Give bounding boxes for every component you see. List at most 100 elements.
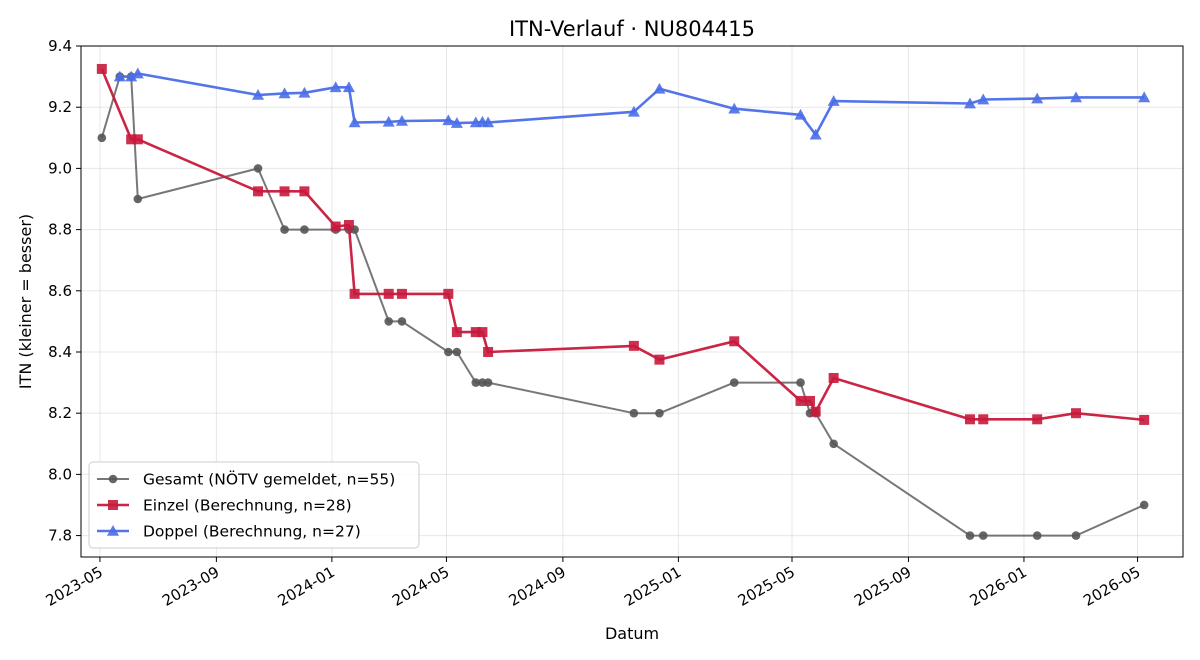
data-point (452, 347, 462, 357)
data-point (125, 70, 138, 82)
y-axis-title: ITN (kleiner = besser) (16, 214, 35, 389)
data-point (828, 372, 839, 383)
data-point (471, 378, 481, 387)
legend-label: Gesamt (NÖTV gemeldet, n=55) (143, 470, 395, 489)
data-point (280, 225, 289, 234)
data-point (348, 116, 361, 128)
data-point (299, 186, 310, 197)
data-point (1032, 531, 1042, 540)
data-point (1139, 414, 1150, 425)
data-point (964, 414, 975, 425)
data-point (382, 115, 395, 127)
legend: Gesamt (NÖTV gemeldet, n=55) Einzel (Bere… (88, 461, 420, 549)
data-point (809, 128, 822, 140)
y-tick-label: 9.2 (48, 98, 72, 116)
data-point (395, 114, 408, 126)
data-point (477, 327, 488, 338)
data-point (655, 408, 664, 418)
legend-marker (108, 474, 118, 484)
data-point (804, 395, 815, 406)
plot-frame (80, 45, 1184, 558)
data-point (795, 395, 806, 406)
legend-label: Einzel (Berechnung, n=28) (143, 497, 352, 515)
chart-title: ITN-Verlauf · NU804415 (509, 17, 755, 41)
data-point (442, 114, 455, 126)
data-point (827, 95, 840, 106)
data-point (1032, 414, 1043, 425)
data-point (629, 408, 639, 418)
data-point (451, 327, 462, 338)
data-point (397, 317, 407, 326)
data-point (396, 288, 407, 299)
data-point (978, 531, 988, 540)
data-point (298, 86, 311, 98)
data-point (300, 225, 309, 234)
data-point (253, 164, 263, 173)
data-point (963, 97, 976, 109)
data-point (349, 288, 360, 299)
data-point (470, 327, 481, 338)
series-circle (97, 72, 1149, 540)
data-point (383, 288, 394, 299)
data-point (253, 186, 264, 197)
data-point (627, 105, 640, 117)
data-point (278, 87, 291, 99)
data-point (1071, 408, 1082, 419)
data-point (483, 346, 494, 357)
y-tick-label: 8.8 (48, 221, 72, 239)
data-point (729, 336, 740, 347)
data-point (252, 88, 265, 100)
y-tick-label: 8.6 (48, 282, 72, 300)
y-tick-label: 8.0 (48, 465, 72, 483)
data-point (113, 70, 126, 82)
data-point (1070, 91, 1083, 103)
legend-marker (107, 525, 119, 536)
data-point (977, 93, 990, 105)
data-point (1031, 92, 1044, 104)
data-point (450, 117, 463, 128)
data-point (796, 378, 805, 387)
data-point (1071, 531, 1081, 540)
data-point (978, 414, 989, 425)
legend-label: Doppel (Berechnung, n=27) (143, 523, 361, 541)
series-square (96, 63, 1150, 425)
data-point (482, 116, 495, 128)
data-point (131, 67, 144, 79)
data-point (728, 102, 741, 114)
data-point (654, 354, 665, 365)
y-tick-label: 8.4 (48, 343, 72, 361)
data-point (132, 134, 143, 145)
legend-marker (108, 500, 118, 510)
y-tick-label: 9.0 (48, 159, 72, 177)
data-point (342, 81, 355, 93)
data-point (279, 186, 290, 197)
y-tick-label: 8.2 (48, 404, 72, 422)
series-triangle (113, 67, 1151, 140)
data-point (965, 531, 975, 540)
data-point (794, 108, 807, 120)
y-tick-label: 7.8 (48, 527, 72, 545)
data-point (329, 81, 342, 93)
data-point (443, 288, 454, 299)
data-point (1139, 500, 1149, 510)
data-point (330, 221, 341, 232)
legend-box (88, 461, 420, 549)
data-point (628, 340, 639, 351)
data-point (444, 347, 453, 357)
series-layer (96, 63, 1151, 540)
data-point (810, 406, 821, 417)
data-point (384, 317, 393, 326)
data-point (483, 378, 493, 387)
data-point (1138, 91, 1151, 103)
data-point (126, 134, 137, 145)
data-point (829, 439, 838, 449)
data-point (729, 378, 739, 387)
data-point (133, 194, 143, 204)
data-point (343, 220, 354, 231)
y-tick-label: 9.4 (48, 37, 72, 55)
x-axis-title: Datum (605, 624, 659, 643)
data-point (653, 82, 666, 94)
data-point (96, 63, 107, 74)
